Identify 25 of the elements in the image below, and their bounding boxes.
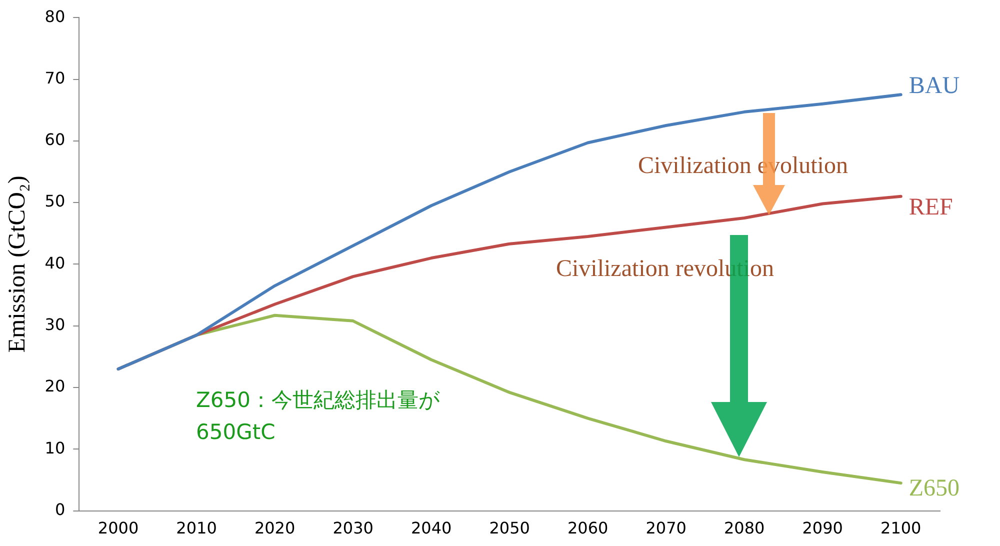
series-label: BAU bbox=[908, 72, 960, 99]
annotation: Z650：今世紀総排出量が650GtC bbox=[196, 387, 442, 446]
x-tick-label: 2000 bbox=[98, 518, 139, 538]
x-tick-label: 2090 bbox=[802, 518, 843, 538]
x-tick-label: 2100 bbox=[880, 518, 922, 538]
y-tick-label: 10 bbox=[44, 438, 66, 458]
x-tick-label: 2060 bbox=[567, 518, 608, 538]
x-tick-label: 2030 bbox=[332, 518, 374, 538]
y-tick-label: 0 bbox=[54, 500, 66, 519]
y-tick-label: 80 bbox=[44, 6, 66, 26]
series-label: Z650 bbox=[908, 475, 960, 502]
y-axis-title: Emission (GtCO₂) bbox=[4, 176, 31, 353]
x-tick-label: 2020 bbox=[254, 518, 296, 538]
y-tick-label: 40 bbox=[44, 253, 66, 272]
y-tick-label: 50 bbox=[44, 192, 66, 211]
x-tick-label: 2040 bbox=[410, 518, 452, 538]
y-tick-label: 20 bbox=[44, 376, 66, 396]
y-tick-label: 30 bbox=[44, 315, 66, 334]
x-tick-label: 2080 bbox=[724, 518, 765, 538]
y-tick-label: 70 bbox=[44, 68, 66, 88]
x-tick-label: 2070 bbox=[646, 518, 686, 538]
y-tick-label: 60 bbox=[44, 130, 66, 150]
series-label: REF bbox=[908, 194, 953, 221]
x-tick-label: 2010 bbox=[176, 518, 217, 538]
x-tick-label: 2050 bbox=[489, 518, 530, 538]
